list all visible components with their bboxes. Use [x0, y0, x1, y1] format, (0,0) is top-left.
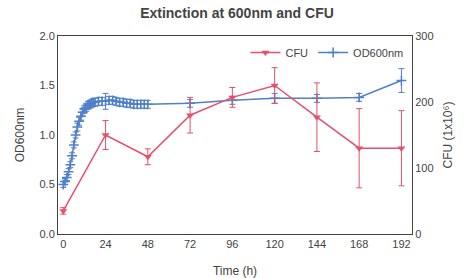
svg-text:0: 0	[415, 228, 421, 240]
svg-text:192: 192	[392, 238, 410, 250]
svg-text:144: 144	[308, 238, 326, 250]
svg-text:CFU: CFU	[285, 47, 308, 59]
svg-text:1.5: 1.5	[40, 79, 55, 91]
svg-text:OD600nm: OD600nm	[13, 108, 27, 163]
svg-text:300: 300	[415, 30, 433, 42]
svg-text:100: 100	[415, 162, 433, 174]
svg-text:CFU (1x10⁶): CFU (1x10⁶)	[441, 102, 455, 169]
svg-text:168: 168	[350, 238, 368, 250]
svg-text:96: 96	[226, 238, 238, 250]
svg-text:72: 72	[184, 238, 196, 250]
svg-text:1.0: 1.0	[40, 129, 55, 141]
svg-text:OD600nm: OD600nm	[353, 47, 403, 59]
svg-text:0.5: 0.5	[40, 178, 55, 190]
svg-text:0: 0	[60, 238, 66, 250]
svg-text:2.0: 2.0	[40, 30, 55, 42]
svg-text:24: 24	[99, 238, 111, 250]
svg-text:Extinction at 600nm and CFU: Extinction at 600nm and CFU	[140, 5, 334, 21]
svg-text:0.0: 0.0	[40, 228, 55, 240]
svg-text:200: 200	[415, 96, 433, 108]
svg-text:Time (h): Time (h)	[213, 264, 257, 278]
svg-text:48: 48	[142, 238, 154, 250]
svg-text:120: 120	[265, 238, 283, 250]
